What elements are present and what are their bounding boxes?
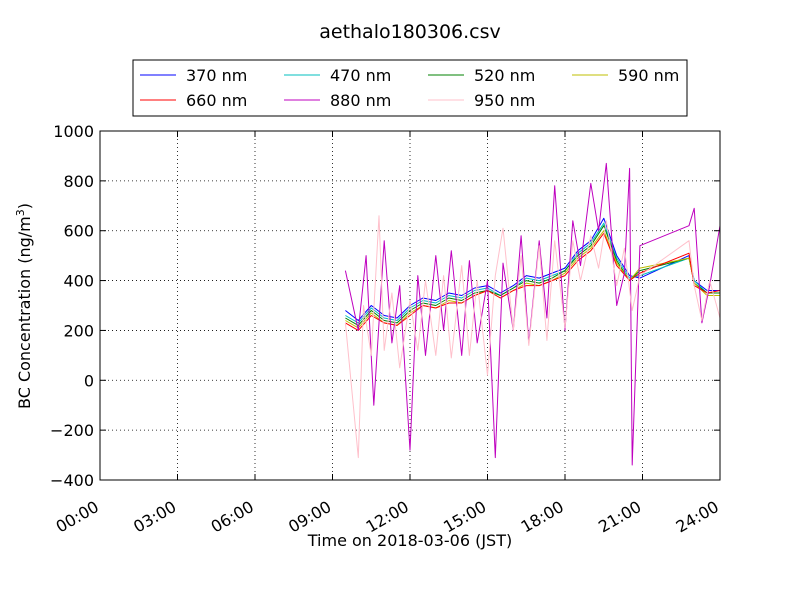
y-tick-label: 200 [63,321,94,340]
legend: 370 nm 470 nm 520 nm 590 nm 660 nm 880 nm 950 … [132,59,688,117]
legend-label-470nm: 470 nm [330,66,391,85]
y-tick-label: 800 [63,172,94,191]
y-axis-label: BC Concentration (ng/m3) [14,203,34,409]
y-axis-label-close: ) [15,203,34,209]
legend-label-520nm: 520 nm [474,66,535,85]
y-tick-label: 0 [84,371,94,390]
legend-label-590nm: 590 nm [618,66,679,85]
y-axis-tick-labels: −400 −200 0 200 400 600 800 1000 [50,122,94,490]
x-axis-label: Time on 2018-03-06 (JST) [307,531,512,550]
legend-label-660nm: 660 nm [186,91,247,110]
legend-label-950nm: 950 nm [474,91,535,110]
y-tick-label: −400 [50,471,94,490]
y-tick-label: 600 [63,222,94,241]
legend-frame [132,59,688,117]
y-tick-label: −200 [50,421,94,440]
y-tick-label: 1000 [53,122,94,141]
legend-entries: 370 nm 470 nm 520 nm 590 nm 660 nm 880 nm 950 … [140,66,679,110]
plot-area [99,130,721,481]
series-line-520nm [345,225,720,326]
series-line-590nm [345,230,720,329]
legend-label-370nm: 370 nm [186,66,247,85]
legend-label-880nm: 880 nm [330,91,391,110]
series-layer [344,162,721,466]
series-line-880nm [344,162,721,466]
y-axis-label-main: BC Concentration (ng/m [15,216,34,409]
y-tick-label: 400 [63,272,94,291]
series-line-950nm [344,215,721,459]
axis-ticks [99,130,721,481]
series-line-660nm [345,232,721,331]
y-axis-label-unit-exponent: 3 [14,209,27,216]
chart-title: aethalo180306.csv [319,21,501,43]
